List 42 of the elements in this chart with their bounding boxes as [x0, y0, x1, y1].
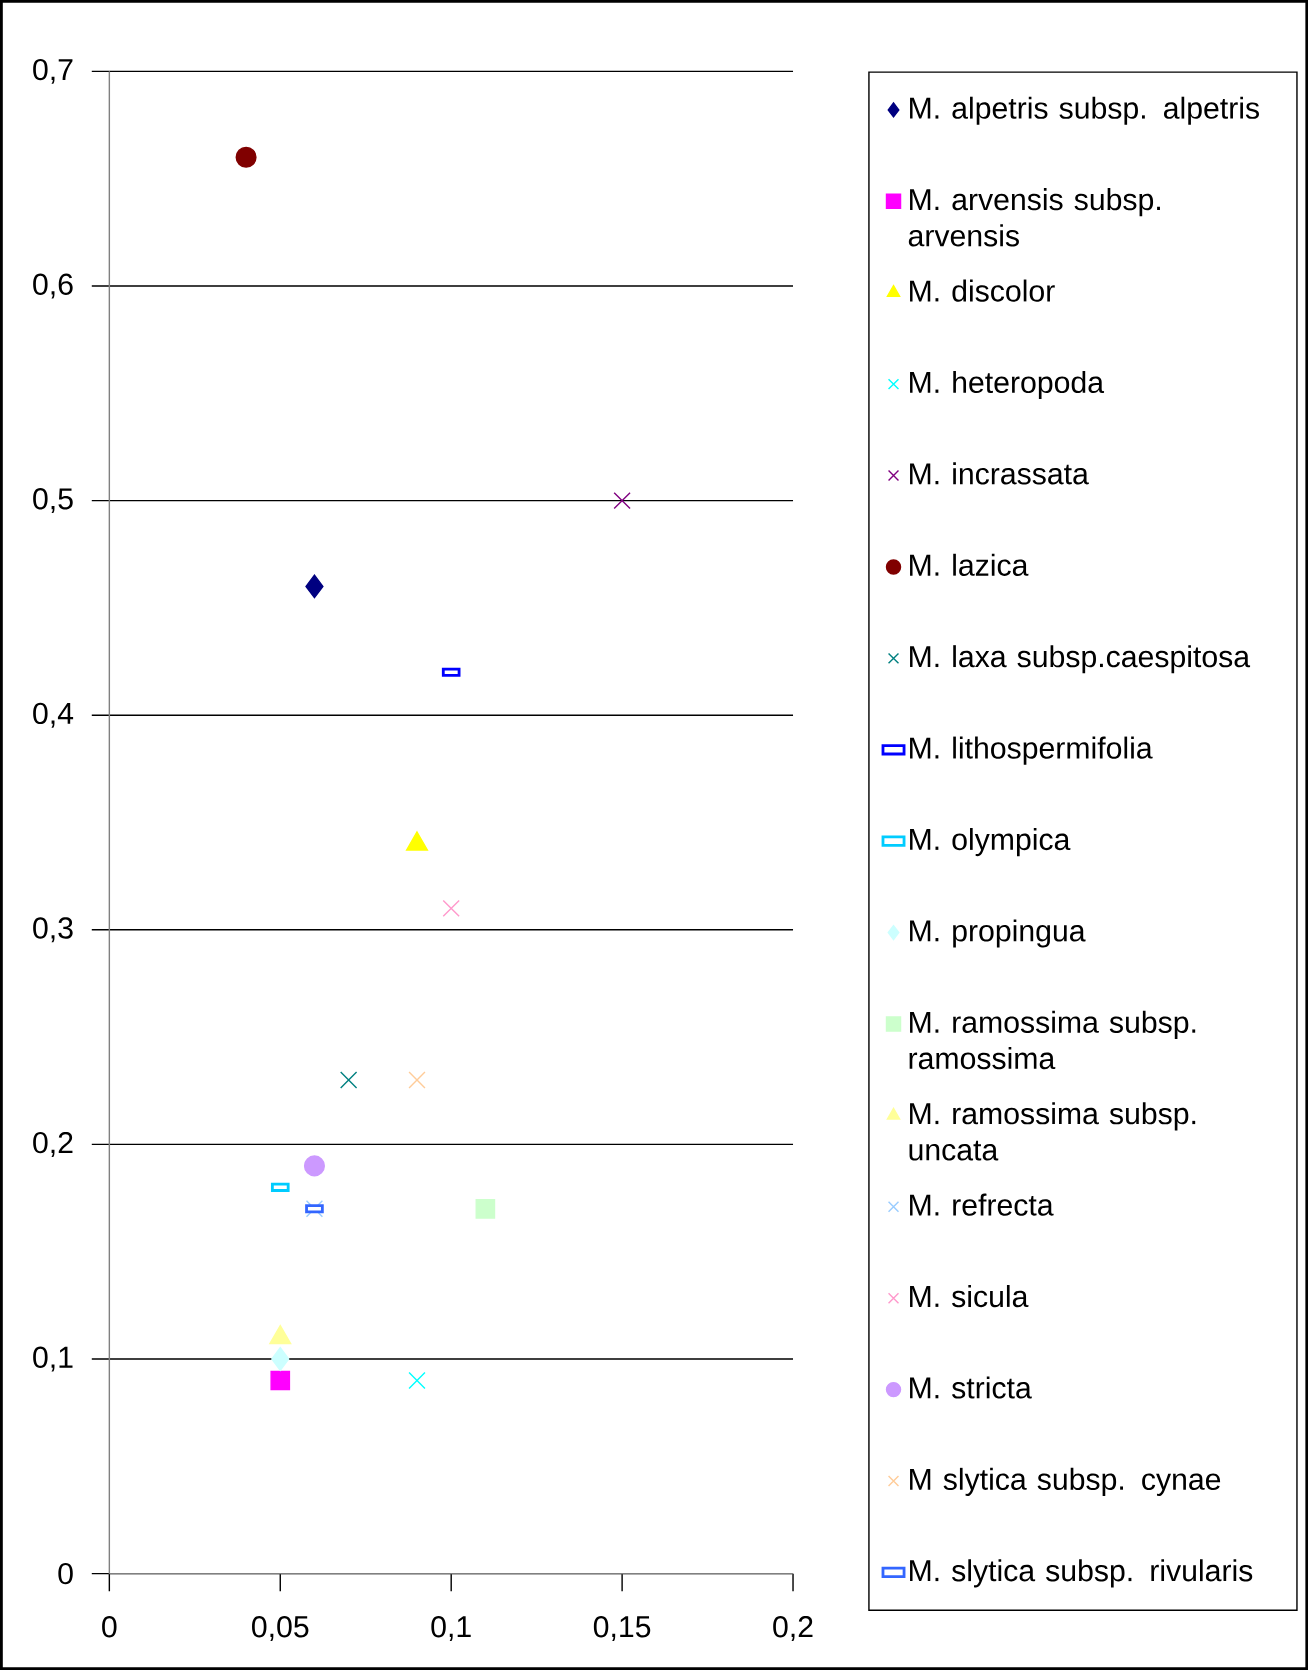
legend-label: M. propingua	[909, 919, 1086, 948]
point	[305, 574, 324, 599]
y-tick-label: 0,6	[33, 273, 73, 299]
y-tick-label: 0,2	[33, 1131, 73, 1157]
legend-label: M. slytica subsp. rivularis	[909, 1559, 1253, 1588]
point	[235, 146, 257, 168]
point	[408, 1371, 426, 1390]
y-tick-label: 0,3	[33, 917, 73, 943]
legend-label: M. olympica	[909, 827, 1071, 857]
point	[303, 1155, 325, 1177]
point	[270, 1370, 291, 1391]
legend-label: M. sicula	[909, 1285, 1029, 1308]
legend-label: M. discolor	[909, 279, 1055, 302]
point	[271, 1347, 290, 1371]
legend-label: M slytica subsp. cynae	[909, 1467, 1221, 1496]
legend-label: M. heteropoda	[909, 370, 1104, 400]
x-tick-label: 0,05	[251, 1616, 309, 1641]
point	[305, 1200, 324, 1218]
legend-label: M. refrecta	[909, 1193, 1054, 1216]
legend-label: M. ramossima subsp. ramossima	[909, 1010, 1196, 1070]
legend-label: M. arvensis subsp. arvensis	[908, 188, 1160, 247]
point	[613, 491, 631, 510]
legend-label: M. ramossima subsp. uncata	[909, 1102, 1196, 1161]
point	[442, 899, 460, 918]
legend-label: M. lithospermifolia	[909, 736, 1153, 765]
y-tick-label: 0,1	[33, 1346, 73, 1372]
y-tick-label: 0,7	[33, 58, 73, 84]
x-tick-label: 0,1	[431, 1616, 471, 1641]
legend-label: M. alpetris subsp. alpetris	[909, 96, 1259, 125]
point	[408, 1071, 426, 1089]
y-tick-label: 0	[58, 1562, 73, 1585]
legend-label: M. laxa subsp.caespitosa	[909, 645, 1250, 674]
point	[339, 1071, 358, 1089]
legend-label: M. incrassata	[909, 462, 1089, 485]
x-tick-label: 0	[102, 1616, 117, 1638]
point	[475, 1198, 496, 1219]
y-tick-label: 0,4	[33, 702, 74, 728]
legend-label: M. stricta	[909, 1376, 1032, 1399]
x-tick-label: 0,2	[773, 1616, 813, 1641]
y-tick-label: 0,5	[33, 488, 73, 514]
legend-label: M. lazica	[909, 553, 1029, 576]
x-tick-label: 0,15	[593, 1616, 651, 1641]
